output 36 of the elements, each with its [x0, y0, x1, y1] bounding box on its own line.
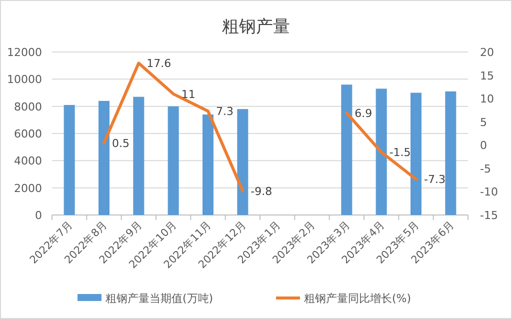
y2-tick-label: 0 [480, 139, 487, 152]
bar [64, 104, 75, 215]
bar [376, 88, 387, 215]
bar [133, 96, 144, 215]
data-label: -1.5 [389, 146, 411, 160]
y2-tick-label: 15 [480, 69, 494, 82]
y-tick-label: 2000 [14, 182, 42, 195]
bar [168, 106, 179, 215]
y-tick-label: 4000 [14, 154, 42, 168]
bar [237, 109, 248, 215]
legend-label: 粗钢产量同比增长(%) [304, 292, 412, 305]
y2-tick-label: -10 [480, 186, 498, 199]
data-label: 11 [181, 88, 196, 101]
y-tick-label: 8000 [14, 100, 42, 114]
y2-tick-label: 5 [480, 116, 487, 129]
bar [341, 84, 352, 215]
y2-tick-label: 10 [480, 92, 494, 106]
data-label: 7.3 [216, 105, 234, 118]
y2-tick-label: 20 [480, 46, 494, 59]
y-tick-label: 0 [35, 209, 42, 222]
bar [410, 92, 422, 215]
data-label: -7.3 [424, 173, 446, 186]
y-tick-label: 6000 [14, 128, 42, 140]
bar [98, 100, 110, 215]
y-tick-label: 10000 [7, 73, 42, 86]
y-tick-label: 12000 [7, 46, 42, 59]
legend-label: 粗钢产量当期值(万吨) [106, 292, 214, 305]
data-label: 6.9 [354, 107, 372, 120]
bar [445, 91, 456, 215]
data-label: -9.8 [250, 184, 272, 198]
y2-tick-label: -15 [480, 209, 498, 222]
data-label: 17.6 [146, 57, 172, 70]
y2-tick-label: -5 [480, 162, 491, 176]
chart-title: 粗钢产量 [222, 17, 290, 37]
data-label: 0.5 [112, 136, 130, 150]
bar [202, 114, 214, 215]
